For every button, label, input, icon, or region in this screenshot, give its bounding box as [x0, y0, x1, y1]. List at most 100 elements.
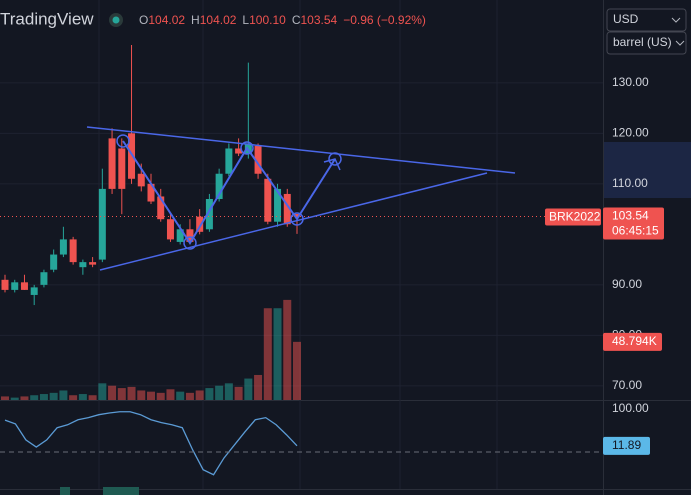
candle-body	[30, 287, 38, 295]
candle-body	[128, 133, 136, 179]
candle-body	[225, 148, 233, 174]
range-highlight	[604, 142, 691, 198]
volume-bar	[166, 389, 175, 400]
pattern-point	[328, 152, 342, 166]
volume-bar	[20, 396, 29, 400]
candle-body	[205, 198, 213, 230]
ohlc-value: 104.02	[200, 13, 237, 27]
change: −0.96 (−0.92%)	[343, 13, 426, 27]
volume-bar	[254, 374, 263, 400]
candle-body	[147, 183, 155, 202]
osc-badge	[603, 436, 650, 455]
volume-bar	[49, 392, 58, 400]
y-tick-label: 90.00	[612, 277, 642, 291]
currency-select[interactable]	[606, 8, 687, 32]
volume-bar	[283, 299, 292, 400]
candle-body	[293, 214, 301, 217]
ohlc-value: 103.54	[300, 13, 337, 27]
volume-bar	[39, 394, 48, 400]
status-dot	[112, 16, 120, 24]
volume-bar	[108, 385, 117, 400]
candle-body	[1, 279, 9, 290]
candle-body	[283, 193, 291, 225]
volume-bar	[263, 308, 272, 400]
candle-body	[118, 148, 126, 189]
candle-body	[50, 254, 58, 270]
volume-bar	[127, 386, 136, 400]
candle-body	[79, 262, 87, 268]
arrow-head	[323, 158, 341, 171]
candle-body	[274, 188, 282, 222]
volume-bar	[88, 395, 97, 400]
grid	[98, 0, 498, 489]
price-label: 103.54	[612, 209, 649, 223]
candle-body	[11, 282, 19, 290]
ohlc-value: 104.02	[148, 13, 185, 27]
candle-body	[89, 262, 97, 265]
candle-body	[40, 272, 48, 285]
y-tick-label: 70.00	[612, 378, 642, 392]
volume-bar	[147, 391, 155, 400]
volume-bar	[98, 383, 107, 400]
unit[interactable]: barrel (US)	[613, 35, 672, 49]
pane-bar	[60, 487, 70, 495]
countdown: 06:45:15	[612, 224, 659, 238]
candle-body	[166, 219, 174, 240]
pattern-path	[122, 140, 336, 245]
ohlc-label: C	[292, 13, 301, 27]
candle-body	[215, 173, 223, 199]
ohlc-label: L	[242, 13, 249, 27]
symbol-badge	[545, 208, 601, 226]
pane-bar	[103, 487, 139, 495]
pattern-point	[290, 212, 304, 226]
volume-bar	[69, 395, 78, 400]
volume-bar	[137, 390, 146, 400]
ohlc-legend: O104.02 H104.02 L100.10 C103.54 −0.96 (−0.92…	[139, 13, 426, 27]
ohlc-value: 100.10	[249, 13, 286, 27]
volume-bar	[205, 388, 214, 400]
volume-bar	[234, 386, 243, 400]
candle-body	[20, 282, 28, 290]
ohlc-label: O	[139, 13, 148, 27]
chevron	[675, 40, 685, 46]
volume-bar	[156, 392, 165, 400]
drawings	[86, 126, 516, 271]
ohlc-label: H	[191, 13, 200, 27]
y-tick-label: 130.00	[612, 75, 649, 89]
volume-bar	[59, 390, 68, 400]
volume-bar	[10, 397, 19, 400]
pattern-point	[240, 141, 254, 155]
candle-body	[137, 173, 145, 187]
oscillator-line	[4, 411, 298, 476]
volume-bar	[117, 388, 126, 400]
trend-line	[86, 126, 516, 174]
candle-body	[108, 138, 116, 189]
osc-tick-label: 100.00	[612, 401, 649, 415]
brand: TradingView	[0, 9, 94, 28]
volume-bar	[176, 391, 185, 400]
y-tick-label: 120.00	[612, 126, 649, 140]
price-badge	[603, 207, 664, 240]
price-axis: 130.00120.00110.0090.0080.0070.00BRK2022…	[545, 75, 664, 455]
pattern-point	[183, 236, 197, 250]
candle-body	[157, 196, 165, 220]
candle-body	[264, 178, 272, 222]
symbol: BRK2022	[549, 210, 601, 224]
chevron	[671, 17, 681, 23]
volume-bar	[273, 308, 282, 400]
volume-badge	[603, 332, 662, 351]
candle-body	[186, 229, 194, 242]
trend-line	[99, 172, 488, 271]
currency[interactable]: USD	[613, 12, 639, 26]
candle-body	[196, 216, 204, 232]
marks	[0, 44, 603, 476]
candle-body	[235, 148, 243, 154]
volume-bar	[293, 341, 301, 400]
volume-bar	[30, 395, 39, 400]
volume-bar	[224, 383, 233, 400]
osc-last-label: 11.89	[612, 438, 641, 452]
unit-select[interactable]	[606, 31, 687, 55]
volume-label: 48.794K	[612, 334, 657, 348]
volume-bar	[1, 396, 9, 400]
